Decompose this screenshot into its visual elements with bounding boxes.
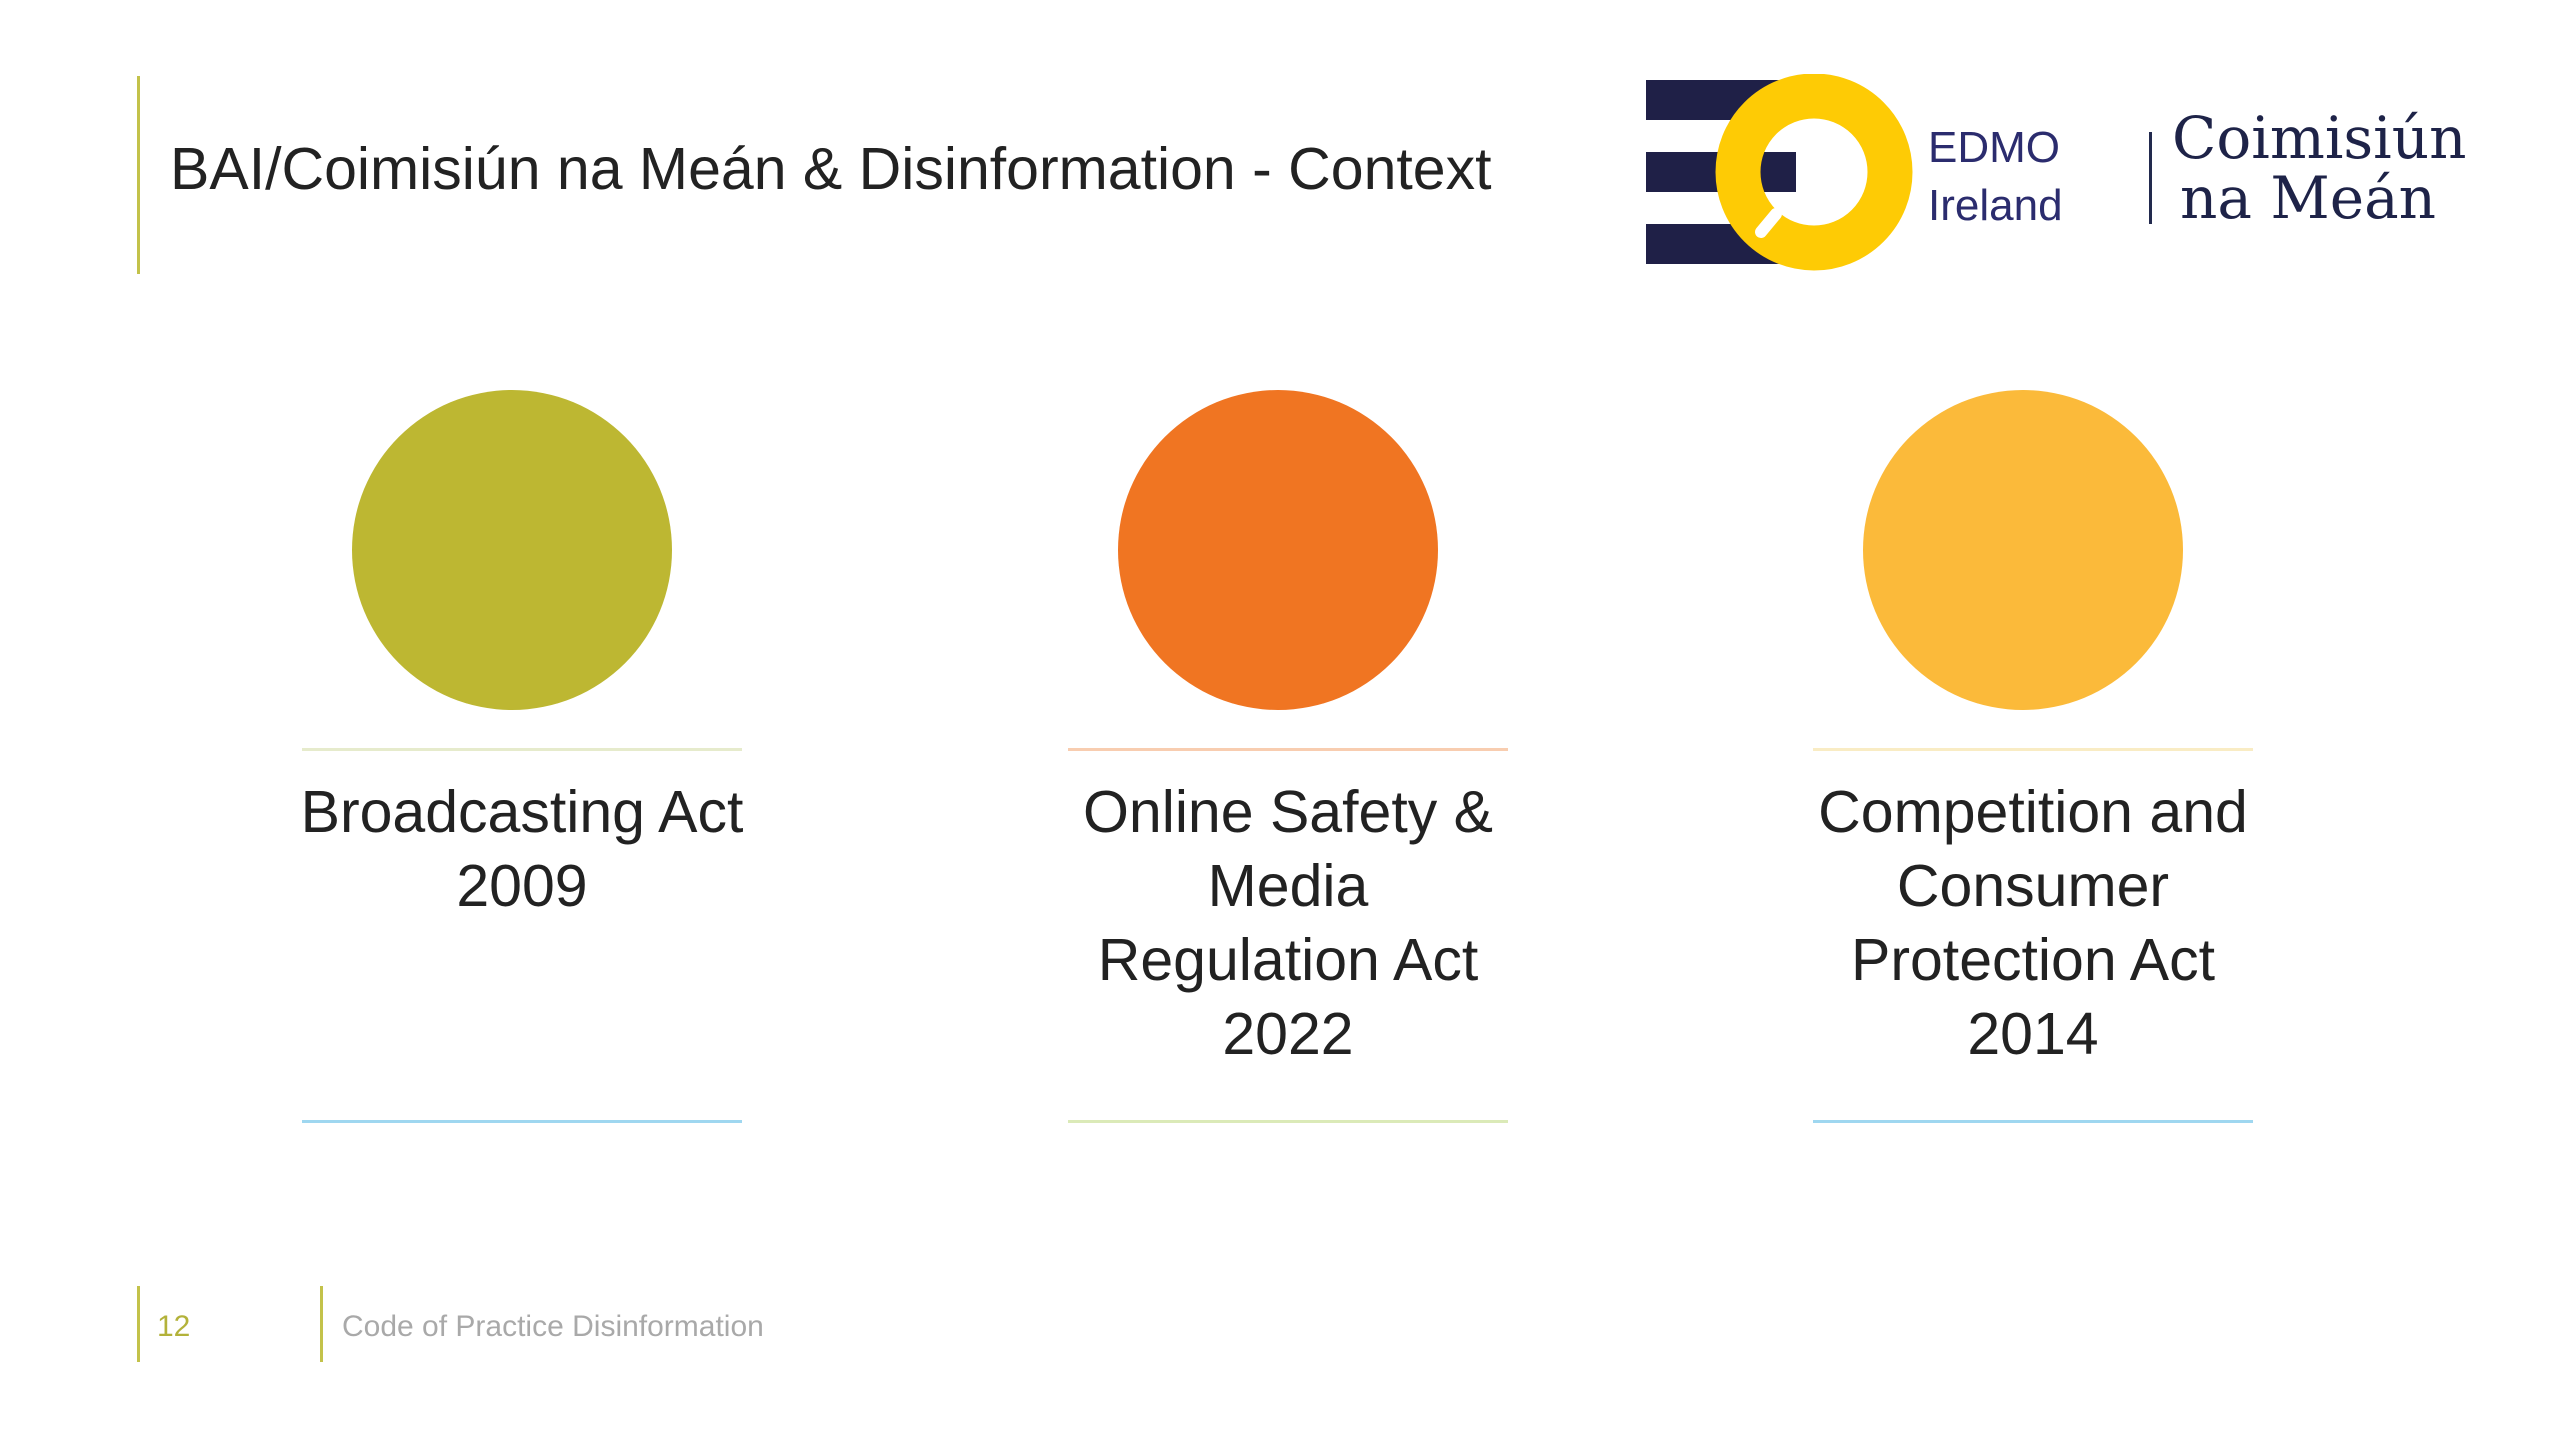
column-top-rule [1813,748,2253,751]
edmo-logo-text: EDMO [1928,123,2060,172]
column-top-rule [302,748,742,751]
act-title-line: Broadcasting Act [300,779,744,845]
coimisiun-logo-text: Coimisiún [2172,104,2467,172]
act-title: Broadcasting Act 2009 [282,775,762,923]
act-title-line: Competition and [1818,779,2248,845]
act-title: Online Safety & Media Regulation Act 202… [1048,775,1528,1071]
na-mean-logo-text: na Meán [2180,164,2437,232]
logo-divider [2149,132,2152,224]
act-title-line: Protection Act [1850,927,2216,993]
circle-icon [1118,390,1438,710]
footer-rule [320,1286,323,1362]
act-column-broadcasting: Broadcasting Act 2009 [301,390,743,1130]
title-accent-rule [137,76,140,274]
act-title-line: Media [1207,853,1369,919]
column-bottom-rule [1813,1120,2253,1123]
page-number: 12 [157,1310,191,1343]
column-bottom-rule [1068,1120,1508,1123]
act-title-line: 2014 [1967,1001,2099,1067]
act-title: Competition and Consumer Protection Act … [1793,775,2273,1071]
footer-text: Code of Practice Disinformation [342,1310,764,1343]
column-bottom-rule [302,1120,742,1123]
slide-title: BAI/Coimisiún na Meán & Disinformation -… [170,136,1492,202]
act-title-line: 2022 [1222,1001,1354,1067]
act-title-line: 2009 [456,853,588,919]
edmo-ireland-logo: EDMO Ireland [1646,74,2063,271]
act-title-line: Consumer [1896,853,2170,919]
column-top-rule [1068,748,1508,751]
circle-icon [1863,390,2183,710]
footer-rule [137,1286,140,1362]
magnifier-handle [1755,208,1782,238]
magnifier-icon [1715,74,1913,271]
act-column-competition: Competition and Consumer Protection Act … [1813,390,2253,1130]
act-title-line: Online Safety & [1083,779,1493,845]
circle-icon [352,390,672,710]
ireland-logo-text: Ireland [1928,181,2063,230]
act-title-line: Regulation Act [1097,927,1479,993]
coimisiun-na-mean-logo: Coimisiún na Meán [2172,108,2466,228]
act-column-online-safety: Online Safety & Media Regulation Act 202… [1068,390,1508,1130]
